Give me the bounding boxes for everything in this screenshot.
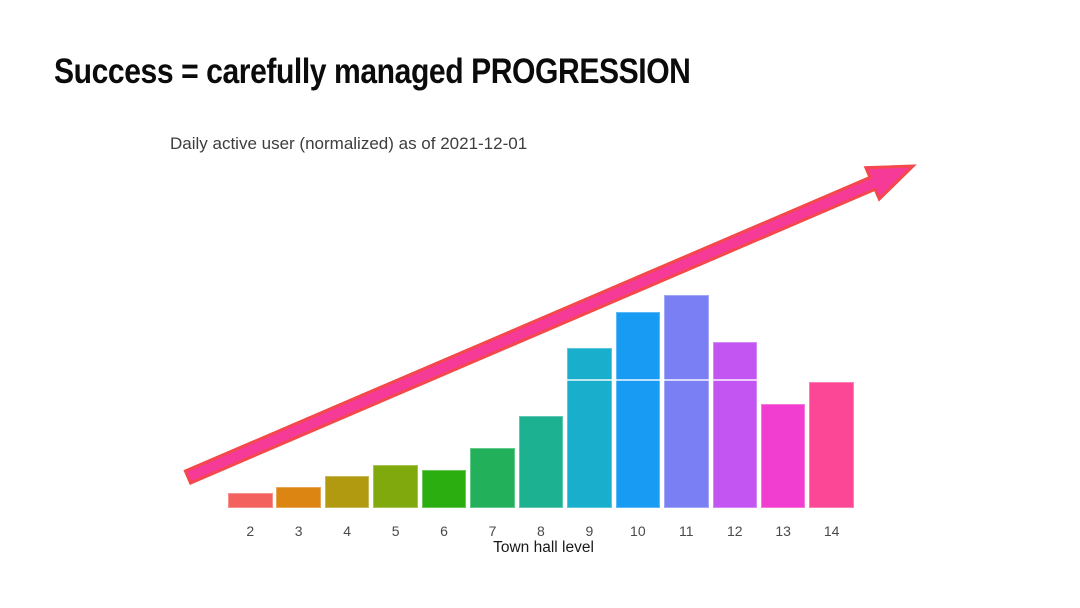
bar-town-hall-13 (760, 403, 806, 508)
x-tick-label-11: 11 (679, 523, 694, 539)
x-tick-label-12: 12 (726, 523, 743, 539)
bar-town-hall-12 (712, 341, 757, 508)
x-tick-label-13: 13 (775, 523, 791, 539)
bar-town-hall-6 (421, 469, 467, 508)
bar-town-hall-9 (567, 348, 612, 508)
x-tick-label-4: 4 (343, 523, 352, 539)
x-tick-label-10: 10 (630, 523, 646, 539)
x-axis-tick-labels: 2 3 4 5 6 7 8 9 10 11 12 13 14 (228, 523, 859, 541)
bar-town-hall-7 (470, 448, 515, 508)
slide-title: Success = carefully managed PROGRESSION (54, 52, 691, 91)
x-tick-label-3: 3 (294, 523, 303, 539)
x-tick-label-5: 5 (391, 523, 400, 539)
bar-town-hall-4 (324, 476, 370, 508)
x-tick-label-8: 8 (537, 523, 545, 539)
bar-town-hall-3 (276, 486, 321, 508)
x-axis-title: Town hall level (493, 539, 594, 556)
x-tick-label-9: 9 (585, 523, 594, 539)
horizontal-gridline (226, 379, 861, 381)
x-tick-label-14: 14 (823, 523, 840, 539)
bar-town-hall-10 (615, 312, 661, 508)
x-tick-label-6: 6 (440, 523, 448, 539)
bar-town-hall-2 (228, 493, 273, 508)
bar-town-hall-5 (373, 465, 418, 508)
bar-chart-bars-group (228, 295, 859, 508)
bar-town-hall-8 (518, 416, 564, 508)
bar-town-hall-14 (809, 382, 854, 508)
x-tick-label-7: 7 (488, 523, 497, 539)
chart-title: Daily active user (normalized) as of 202… (170, 134, 528, 153)
x-tick-label-2: 2 (246, 523, 255, 539)
bar-town-hall-11 (664, 295, 709, 508)
